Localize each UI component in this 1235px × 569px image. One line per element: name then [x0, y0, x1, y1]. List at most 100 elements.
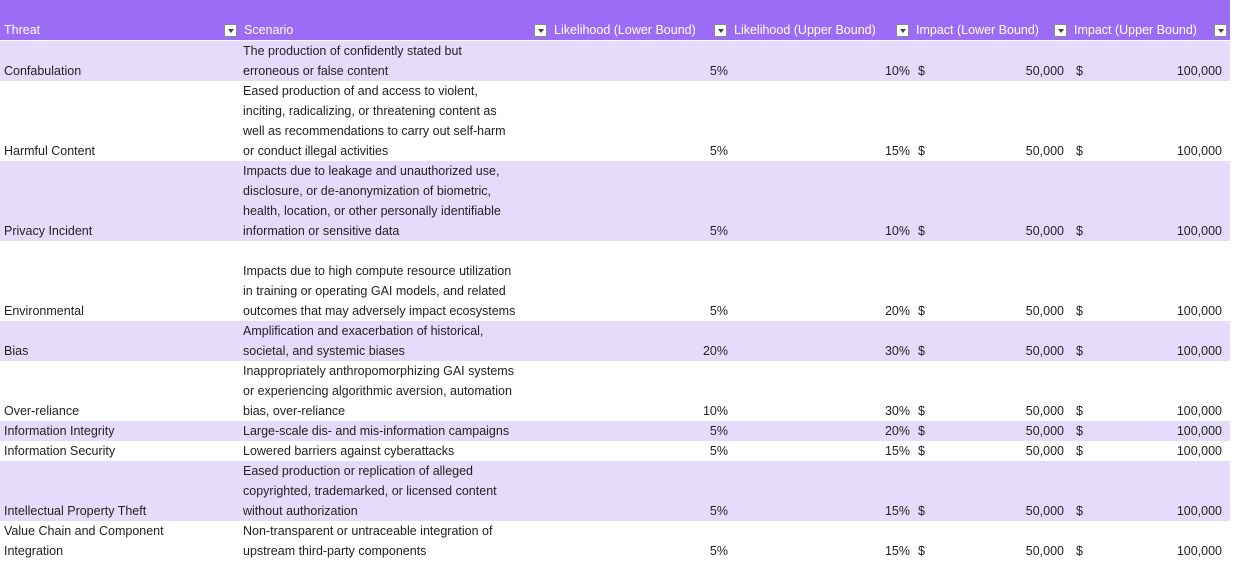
scenario-line: well as recommendations to carry out sel… — [243, 124, 506, 138]
likelihood-upper: 30% — [884, 344, 910, 358]
table-row: Information Security Lowered barriers aga… — [0, 441, 1230, 461]
currency: $ — [918, 404, 925, 418]
scenario: The production of confidently stated but… — [243, 41, 462, 81]
column-header: Impact (Upper Bound) — [1074, 23, 1197, 37]
impact-lower: 50,000 — [1025, 344, 1064, 358]
header-row: Threat Scenario Likelihood (Lower Bound) Li… — [0, 0, 1230, 40]
impact-upper: 100,000 — [1176, 224, 1222, 238]
impact-lower: 50,000 — [1025, 304, 1064, 318]
threat: Information Security — [4, 441, 115, 461]
likelihood-upper: 15% — [884, 444, 910, 458]
currency: $ — [1076, 144, 1083, 158]
scenario-line: societal, and systemic biases — [243, 344, 405, 358]
scenario: Eased production or replication of alleg… — [243, 461, 497, 521]
likelihood-lower: 5% — [709, 304, 728, 318]
scenario-line: Lowered barriers against cyberattacks — [243, 444, 455, 458]
table-row: Privacy Incident Impacts due to leakage a… — [0, 161, 1230, 241]
impact-lower: 50,000 — [1025, 504, 1064, 518]
threat-line: Intellectual Property Theft — [4, 504, 147, 518]
scenario: Amplification and exacerbation of histor… — [243, 321, 483, 361]
currency: $ — [918, 504, 925, 518]
likelihood-upper: 30% — [884, 404, 910, 418]
impact-lower: 50,000 — [1025, 404, 1064, 418]
likelihood-upper: 20% — [884, 304, 910, 318]
filter-button[interactable] — [896, 24, 909, 37]
scenario-line: Amplification and exacerbation of histor… — [243, 324, 484, 338]
currency: $ — [918, 224, 925, 238]
likelihood-lower: 10% — [702, 404, 728, 418]
currency: $ — [1076, 64, 1083, 78]
impact-upper: 100,000 — [1176, 144, 1222, 158]
scenario-line: or conduct illegal activities — [243, 144, 389, 158]
threat: Value Chain and Component Integration — [4, 521, 164, 561]
likelihood-upper: 15% — [884, 544, 910, 558]
currency: $ — [1076, 404, 1083, 418]
currency: $ — [1076, 544, 1083, 558]
threat: Over-reliance — [4, 401, 79, 421]
currency: $ — [918, 444, 925, 458]
threat-line: Integration — [4, 544, 64, 558]
scenario-line: Large-scale dis- and mis-information cam… — [243, 424, 510, 438]
likelihood-upper: 10% — [884, 224, 910, 238]
currency: $ — [918, 304, 925, 318]
scenario-line: copyrighted, trademarked, or licensed co… — [243, 484, 497, 498]
threat: Confabulation — [4, 61, 81, 81]
column-header: Scenario — [244, 23, 294, 37]
likelihood-lower: 5% — [709, 144, 728, 158]
likelihood-upper: 15% — [884, 144, 910, 158]
currency: $ — [918, 544, 925, 558]
filter-button[interactable] — [534, 24, 547, 37]
scenario-line: Impacts due to high compute resource uti… — [243, 264, 512, 278]
scenario: Impacts due to high compute resource uti… — [243, 261, 515, 321]
impact-upper: 100,000 — [1176, 504, 1222, 518]
scenario-line: without authorization — [243, 504, 358, 518]
scenario-line: outcomes that may adversely impact ecosy… — [243, 304, 516, 318]
likelihood-lower: 5% — [709, 424, 728, 438]
scenario-line: Non-transparent or untraceable integrati… — [243, 524, 493, 538]
likelihood-lower: 5% — [709, 224, 728, 238]
currency: $ — [1076, 424, 1083, 438]
scenario: Lowered barriers against cyberattacks — [243, 441, 454, 461]
filter-button[interactable] — [1054, 24, 1067, 37]
scenario-line: inciting, radicalizing, or threatening c… — [243, 104, 497, 118]
threat: Privacy Incident — [4, 221, 92, 241]
scenario-line: Impacts due to leakage and unauthorized … — [243, 164, 500, 178]
threat: Information Integrity — [4, 421, 114, 441]
filter-button[interactable] — [714, 24, 727, 37]
filter-button[interactable] — [1214, 24, 1227, 37]
impact-lower: 50,000 — [1025, 424, 1064, 438]
scenario-line: information or sensitive data — [243, 224, 400, 238]
table-row: Information Integrity Large-scale dis- an… — [0, 421, 1230, 441]
impact-upper: 100,000 — [1176, 344, 1222, 358]
threat-line: Environmental — [4, 304, 84, 318]
threat: Intellectual Property Theft — [4, 501, 146, 521]
currency: $ — [918, 344, 925, 358]
likelihood-upper: 20% — [884, 424, 910, 438]
impact-lower: 50,000 — [1025, 444, 1064, 458]
scenario: Eased production of and access to violen… — [243, 81, 506, 161]
filter-button[interactable] — [224, 24, 237, 37]
scenario: Non-transparent or untraceable integrati… — [243, 521, 492, 561]
scenario-line: bias, over-reliance — [243, 404, 346, 418]
impact-upper: 100,000 — [1176, 544, 1222, 558]
likelihood-lower: 5% — [709, 444, 728, 458]
column-header: Impact (Lower Bound) — [916, 23, 1039, 37]
currency: $ — [918, 424, 925, 438]
table-row: Environmental Impacts due to high compute… — [0, 241, 1230, 321]
column-header: Likelihood (Lower Bound) — [554, 23, 696, 37]
likelihood-lower: 5% — [709, 504, 728, 518]
threat: Harmful Content — [4, 141, 95, 161]
impact-upper: 100,000 — [1176, 64, 1222, 78]
currency: $ — [918, 64, 925, 78]
table-row: Over-reliance Inappropriately anthropomor… — [0, 361, 1230, 421]
threat-line: Over-reliance — [4, 404, 80, 418]
scenario: Impacts due to leakage and unauthorized … — [243, 161, 501, 241]
impact-lower: 50,000 — [1025, 544, 1064, 558]
impact-upper: 100,000 — [1176, 304, 1222, 318]
currency: $ — [1076, 344, 1083, 358]
scenario: Large-scale dis- and mis-information cam… — [243, 421, 509, 441]
scenario-line: or experiencing algorithmic aversion, au… — [243, 384, 512, 398]
threat-line: Bias — [4, 344, 29, 358]
scenario-line: disclosure, or de-anonymization of biome… — [243, 184, 492, 198]
